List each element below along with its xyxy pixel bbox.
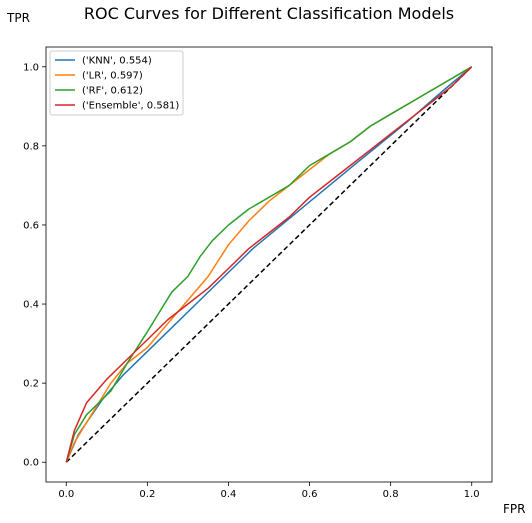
reference-diagonal-line: [65, 66, 473, 463]
x-axis-label: FPR: [503, 502, 525, 516]
x-tick-label: 1.0: [464, 489, 480, 500]
series-lines: [65, 66, 473, 463]
series-line-3: [65, 66, 473, 463]
x-tick-label: 0.4: [221, 489, 237, 500]
legend: ('KNN', 0.554) ('LR', 0.597) ('RF', 0.612)…: [49, 50, 184, 116]
y-axis: 0.0 0.2 0.4 0.6 0.8 1.0: [23, 62, 46, 469]
y-tick-label: 1.0: [23, 62, 39, 73]
y-tick-label: 0.6: [23, 220, 39, 231]
y-tick-label: 0.0: [23, 458, 39, 469]
x-tick-label: 0.0: [58, 489, 74, 500]
chart-title: ROC Curves for Different Classification …: [84, 4, 454, 23]
legend-entry-0: ('KNN', 0.554): [82, 56, 152, 67]
y-axis-label: TPR: [6, 11, 30, 25]
series-line-2: [65, 66, 473, 463]
x-tick-label: 0.6: [302, 489, 318, 500]
y-tick-label: 0.4: [23, 300, 39, 311]
legend-box: [49, 50, 184, 116]
legend-entry-1: ('LR', 0.597): [82, 71, 143, 82]
legend-entry-2: ('RF', 0.612): [82, 86, 143, 97]
x-tick-label: 0.2: [139, 489, 155, 500]
y-tick-label: 0.2: [23, 379, 39, 390]
y-tick-label: 0.8: [23, 141, 39, 152]
x-axis: 0.0 0.2 0.4 0.6 0.8 1.0: [58, 482, 480, 500]
x-tick-label: 0.8: [383, 489, 399, 500]
legend-entry-3: ('Ensemble', 0.581): [82, 101, 179, 112]
